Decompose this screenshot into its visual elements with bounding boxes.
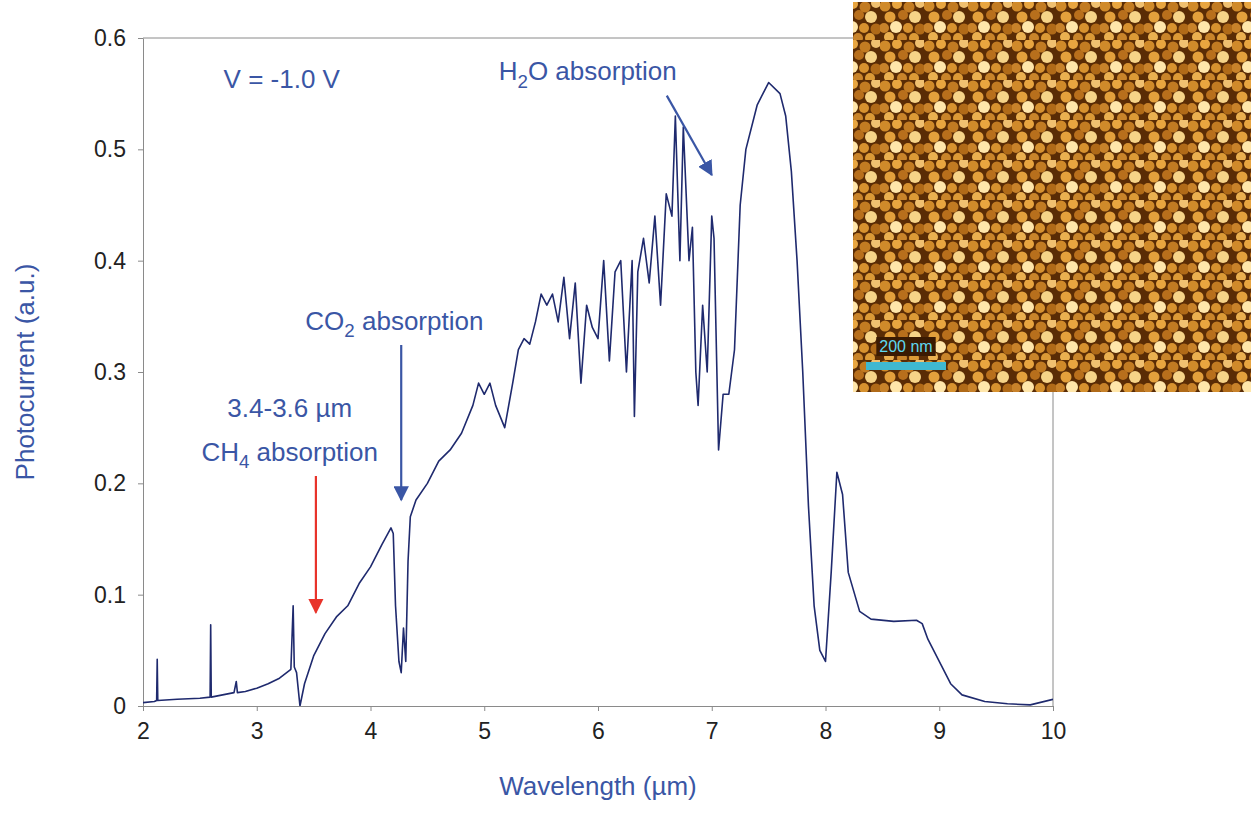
x-tick-mark [826,706,827,711]
annotation-arrow [667,96,712,175]
x-tick-label: 6 [592,718,605,744]
y-tick: 0 [113,693,143,719]
x-tick: 3 [251,706,264,744]
scale-bar-label-patch [876,337,935,356]
y-axis: 0 0.1 0.2 0.3 0.4 0.5 0.6 [94,25,143,719]
x-tick-label: 8 [820,718,833,744]
y-tick: 0.2 [94,470,143,496]
text-run: V = -1.0 V [224,64,341,94]
x-tick-mark [712,706,713,711]
annotation-text: H2O absorption [499,56,677,91]
y-tick-mark [138,149,143,150]
x-tick: 9 [933,706,946,744]
x-tick-mark [257,706,258,711]
annotation: V = -1.0 V [224,64,341,94]
y-tick-label: 0 [113,693,126,719]
x-tick-label: 4 [365,718,378,744]
inset-image [853,2,1251,392]
annotation: CO2 absorption [305,306,483,500]
y-tick-label: 0.6 [94,25,126,51]
x-tick: 2 [137,706,150,744]
x-tick-label: 5 [478,718,491,744]
annotation-arrow [400,345,402,500]
x-tick: 7 [706,706,719,744]
x-axis-title: Wavelength (µm) [499,771,697,801]
scale-bar-label: 200 nm [879,338,932,355]
y-axis-line [143,39,144,707]
x-tick-mark [371,706,372,711]
y-tick-label: 0.4 [94,248,126,274]
annotation-text: CH4 absorption [201,437,378,472]
x-tick-mark [143,706,144,711]
y-tick: 0.1 [94,582,143,608]
x-tick: 8 [820,706,833,744]
x-tick: 5 [478,706,491,744]
annotation-text: CO2 absorption [305,306,483,341]
x-tick-label: 10 [1041,718,1067,744]
annotation: 3.4-3.6 µm CH4 absorption [201,393,378,613]
y-tick-mark [138,483,143,484]
y-tick-mark [138,706,143,707]
text-run: O absorption [528,56,677,86]
subscript: 2 [518,71,528,92]
chart-svg: 2 3 4 5 6 7 8 9 10 0 0.1 0.2 0.3 0.4 0.5 0.6 Wavelength … [0,0,1257,813]
subscript: 4 [239,451,249,472]
annotations: V = -1.0 V3.4-3.6 µmCH4 absorptionCO2 ab… [201,56,711,612]
text-run: CH [201,437,239,467]
x-tick-mark [1053,706,1054,711]
y-axis-title: Photocurrent (a.u.) [10,264,40,481]
text-run: H [499,56,518,86]
y-tick: 0.6 [94,25,143,51]
y-tick-label: 0.5 [94,136,126,162]
annotation-text: V = -1.0 V [224,64,341,94]
x-tick: 10 [1041,706,1067,744]
text-run: absorption [249,437,378,467]
y-tick-mark [138,261,143,262]
x-tick-mark [939,706,940,711]
x-tick-mark [484,706,485,711]
subscript: 2 [344,320,354,341]
text-run: 3.4-3.6 µm [227,393,352,423]
y-tick-label: 0.2 [94,470,126,496]
y-tick: 0.3 [94,359,143,385]
text-run: absorption [355,306,484,336]
background [0,0,1257,813]
x-tick-label: 7 [706,718,719,744]
text-run: CO [305,306,344,336]
y-tick-mark [138,595,143,596]
annotation-text: 3.4-3.6 µm [227,393,352,423]
x-tick: 6 [592,706,605,744]
x-axis: 2 3 4 5 6 7 8 9 10 [137,706,1066,744]
y-tick-mark [138,38,143,39]
x-tick-label: 3 [251,718,264,744]
annotation: H2O absorption [499,56,712,175]
y-tick-label: 0.1 [94,582,126,608]
annotation-arrow [315,476,317,612]
y-tick: 0.4 [94,248,143,274]
x-tick-mark [598,706,599,711]
x-tick-label: 2 [137,718,150,744]
y-tick: 0.5 [94,136,143,162]
y-tick-label: 0.3 [94,359,126,385]
scale-bar [866,362,946,370]
x-tick-label: 9 [933,718,946,744]
y-tick-mark [138,372,143,373]
x-tick: 4 [365,706,378,744]
